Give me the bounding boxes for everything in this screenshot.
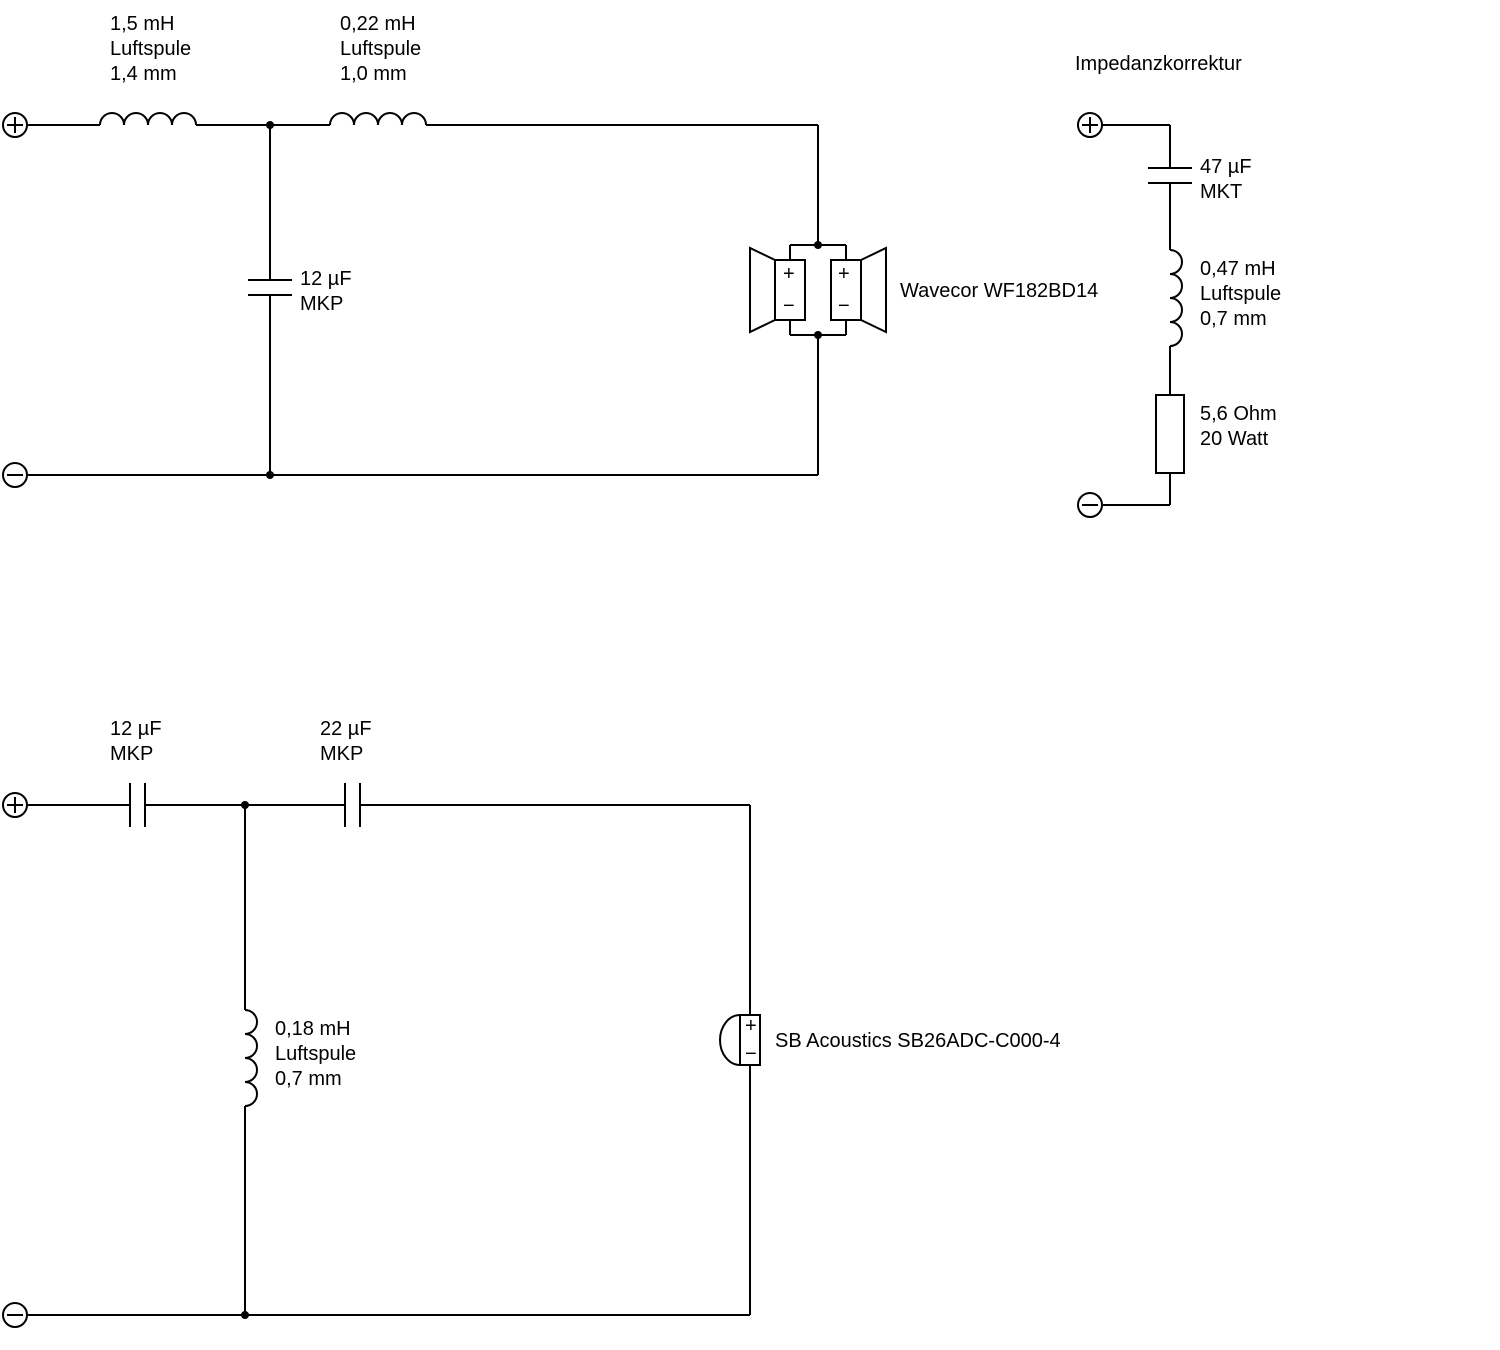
capacitor-C1 [248, 280, 292, 295]
svg-text:−: − [783, 295, 795, 317]
impedance-resistor [1156, 395, 1184, 473]
capacitor-C1-label-1: 12 µF [300, 268, 352, 290]
impedance-res-label-1: 5,6 Ohm [1200, 403, 1277, 425]
impedance-ind-label-3: 0,7 mm [1200, 308, 1267, 330]
tweeter-C1-label-2: MKP [110, 743, 153, 765]
tweeter-speaker-label: SB Acoustics SB26ADC-C000-4 [775, 1030, 1061, 1052]
impedance-res-label-2: 20 Watt [1200, 428, 1269, 450]
inductor-L1-label-3: 1,4 mm [110, 63, 177, 85]
impedance-title: Impedanzkorrektur [1075, 53, 1242, 75]
tweeter-plus-terminal [3, 793, 27, 817]
impedance-plus-terminal [1078, 113, 1102, 137]
inductor-L1-label-1: 1,5 mH [110, 13, 174, 35]
inductor-L2-label-2: Luftspule [340, 38, 421, 60]
woofer-speaker: + − + − [750, 245, 886, 335]
inductor-L2 [330, 113, 426, 125]
inductor-L2-label-3: 1,0 mm [340, 63, 407, 85]
tweeter-speaker: + − [720, 1015, 760, 1065]
tweeter-minus-terminal [3, 1303, 27, 1327]
svg-text:+: + [838, 263, 850, 285]
inductor-L2-label-1: 0,22 mH [340, 13, 416, 35]
impedance-cap-label-1: 47 µF [1200, 156, 1252, 178]
woofer-plus-terminal [3, 113, 27, 137]
tweeter-L1-label-2: Luftspule [275, 1043, 356, 1065]
circuit-diagram: 1,5 mH Luftspule 1,4 mm 0,22 mH Luftspul… [0, 0, 1500, 1345]
capacitor-C1-label-2: MKP [300, 293, 343, 315]
woofer-speaker-label: Wavecor WF182BD14 [900, 280, 1098, 302]
impedance-cap-label-2: MKT [1200, 181, 1242, 203]
svg-text:+: + [783, 263, 795, 285]
impedance-capacitor [1148, 168, 1192, 183]
tweeter-L1-label-3: 0,7 mm [275, 1068, 342, 1090]
svg-text:−: − [838, 295, 850, 317]
impedance-ind-label-2: Luftspule [1200, 283, 1281, 305]
tweeter-inductor-L1 [245, 1010, 257, 1106]
tweeter-capacitor-C1 [130, 783, 145, 827]
impedance-ind-label-1: 0,47 mH [1200, 258, 1276, 280]
tweeter-C2-label-1: 22 µF [320, 718, 372, 740]
impedance-minus-terminal [1078, 493, 1102, 517]
svg-text:−: − [745, 1043, 757, 1065]
woofer-minus-terminal [3, 463, 27, 487]
tweeter-L1-label-1: 0,18 mH [275, 1018, 351, 1040]
inductor-L1 [100, 113, 196, 125]
svg-text:+: + [745, 1015, 757, 1037]
tweeter-C1-label-1: 12 µF [110, 718, 162, 740]
impedance-inductor [1170, 250, 1182, 346]
inductor-L1-label-2: Luftspule [110, 38, 191, 60]
tweeter-capacitor-C2 [345, 783, 360, 827]
tweeter-C2-label-2: MKP [320, 743, 363, 765]
